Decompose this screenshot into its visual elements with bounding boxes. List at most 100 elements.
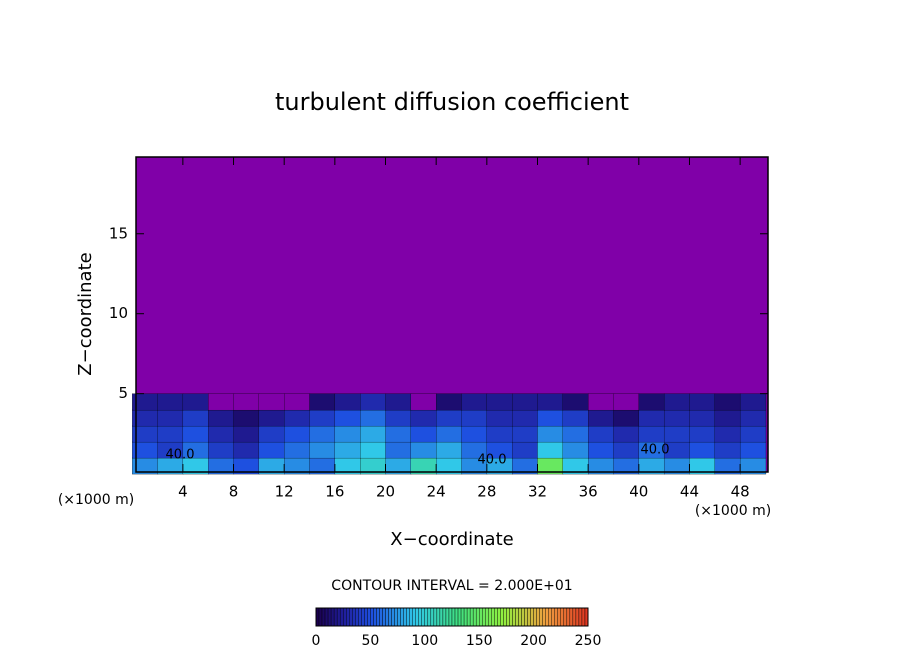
field-cell xyxy=(284,409,311,427)
contour-label: 40.0 xyxy=(641,443,670,458)
colorbar-swatch xyxy=(575,607,580,627)
field-cell xyxy=(334,425,361,443)
field-cell xyxy=(714,393,741,411)
colorbar-swatch xyxy=(515,607,519,627)
field-cell xyxy=(714,441,741,459)
field-cell xyxy=(258,393,285,411)
x-axis-label: X−coordinate xyxy=(390,529,513,550)
colorbar-swatch xyxy=(385,607,389,627)
field-cell xyxy=(284,441,311,459)
colorbar-swatch xyxy=(479,607,483,627)
field-cell xyxy=(613,393,640,411)
field-cell xyxy=(410,425,437,443)
colorbar-swatch xyxy=(572,607,577,627)
field-cell xyxy=(461,393,488,411)
colorbar-swatch xyxy=(349,607,353,627)
field-cell xyxy=(208,425,235,443)
colorbar-swatch xyxy=(560,607,565,627)
field-cell xyxy=(157,425,184,443)
colorbar-swatch xyxy=(524,607,528,627)
colorbar-swatch xyxy=(569,607,574,627)
colorbar-swatch xyxy=(409,607,413,627)
field-cell xyxy=(739,393,767,411)
colorbar-swatch xyxy=(400,607,404,627)
field-cell xyxy=(588,425,615,443)
colorbar-swatch xyxy=(533,607,537,627)
field-cell xyxy=(588,393,615,411)
x-tick-label: 48 xyxy=(731,483,750,501)
field-cell xyxy=(410,441,437,459)
colorbar-swatch xyxy=(397,607,401,627)
field-cell xyxy=(385,409,412,427)
field-cell xyxy=(157,393,184,411)
field-cell xyxy=(486,393,513,411)
field-cell xyxy=(309,393,336,411)
field-cell xyxy=(258,441,285,459)
field-cell xyxy=(258,409,285,427)
x-tick-label: 12 xyxy=(275,483,294,501)
colorbar-swatch xyxy=(373,607,377,627)
colorbar-swatch xyxy=(430,607,435,627)
field-cell xyxy=(739,425,767,443)
colorbar-swatch xyxy=(485,607,489,627)
colorbar-swatch xyxy=(472,607,477,627)
field-cell xyxy=(182,425,209,443)
colorbar-swatch xyxy=(551,607,555,627)
colorbar-swatch xyxy=(339,607,344,627)
colorbar-swatch xyxy=(367,607,371,627)
x-tick-label: 32 xyxy=(528,483,547,501)
colorbar-swatch xyxy=(503,607,507,627)
colorbar-swatch xyxy=(361,607,365,627)
colorbar-swatch xyxy=(581,607,586,627)
field-cell xyxy=(233,425,260,443)
colorbar-swatch xyxy=(388,607,392,627)
x-unit: (×1000 m) xyxy=(695,503,771,519)
colorbar-swatch xyxy=(418,607,422,627)
field-cell xyxy=(360,425,387,443)
contour-label: 40.0 xyxy=(166,448,195,463)
field-cell xyxy=(512,425,539,443)
colorbar-swatch xyxy=(448,607,453,627)
field-cell xyxy=(436,425,463,443)
field-cell xyxy=(689,425,716,443)
colorbar-tick-label: 250 xyxy=(575,633,602,649)
colorbar-swatch xyxy=(324,607,329,627)
field-cell xyxy=(663,393,691,411)
colorbar-swatch xyxy=(439,607,444,627)
field-cell xyxy=(233,393,260,411)
field-cell xyxy=(208,441,235,459)
colorbar-swatch xyxy=(466,607,471,627)
colorbar-swatch xyxy=(557,607,561,627)
colorbar-swatch xyxy=(364,607,368,627)
colorbar-swatch xyxy=(545,607,549,627)
field-cell xyxy=(157,409,184,427)
colorbar-swatch xyxy=(424,607,429,627)
field-cell xyxy=(410,393,437,411)
colorbar-swatch xyxy=(358,607,362,627)
field-cell xyxy=(739,409,767,427)
field-cell xyxy=(689,441,716,459)
field-cell xyxy=(208,409,235,427)
plot-frame xyxy=(135,156,769,473)
x-tick-label: 36 xyxy=(579,483,598,501)
field-cell xyxy=(537,409,564,427)
colorbar-swatch xyxy=(482,607,486,627)
field-cell xyxy=(562,409,589,427)
field-cell xyxy=(436,409,463,427)
x-tick-label: 28 xyxy=(477,483,496,501)
field-cell xyxy=(436,393,463,411)
x-tick-label: 8 xyxy=(229,483,239,501)
field-cell xyxy=(638,393,665,411)
contour-interval: CONTOUR INTERVAL = 2.000E+01 xyxy=(331,578,572,594)
colorbar-swatch xyxy=(536,607,540,627)
colorbar-swatch xyxy=(463,607,468,627)
field-cell xyxy=(663,409,691,427)
field-cell xyxy=(461,409,488,427)
colorbar-tick-label: 150 xyxy=(466,633,493,649)
colorbar-swatch xyxy=(554,607,558,627)
field-cell xyxy=(562,425,589,443)
colorbar-swatch xyxy=(321,607,326,627)
field-cell xyxy=(486,409,513,427)
field-cell xyxy=(588,409,615,427)
colorbar-swatch xyxy=(406,607,410,627)
